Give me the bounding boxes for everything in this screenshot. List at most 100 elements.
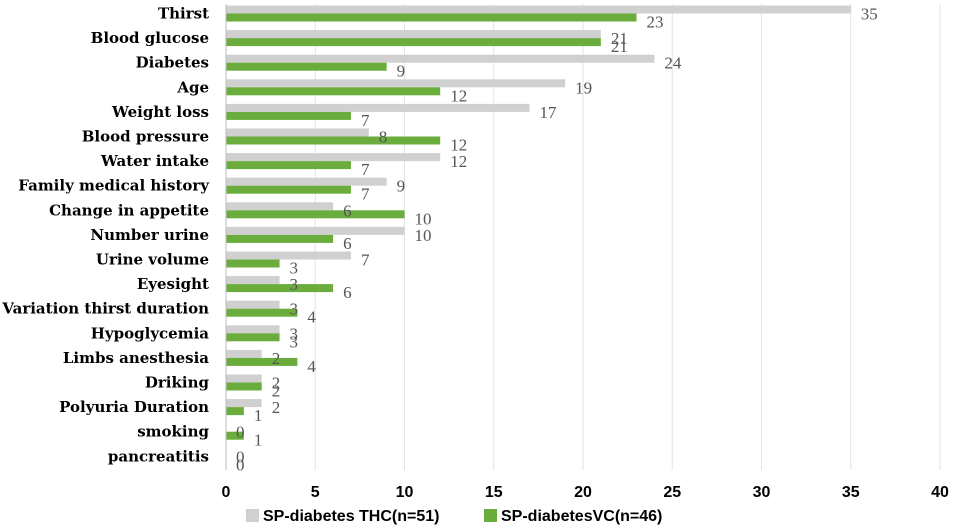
bar-thc	[226, 30, 601, 39]
data-label: 3	[290, 259, 299, 278]
x-tick-label: 10	[396, 484, 414, 501]
data-label: 7	[361, 111, 370, 130]
x-tick-label: 5	[311, 484, 320, 501]
bar-thc	[226, 128, 369, 137]
x-tick-label: 30	[753, 484, 771, 501]
bar-vc	[226, 284, 334, 293]
data-label: 3	[290, 300, 299, 319]
bar-vc	[226, 62, 387, 71]
bar-vc	[226, 87, 441, 96]
data-label: 7	[361, 160, 370, 179]
legend-label: SP-diabetesVC(n=46)	[501, 508, 662, 525]
bar-thc	[226, 349, 262, 358]
category-label: Polyuria Duration	[59, 398, 209, 416]
data-label: 6	[343, 283, 352, 302]
x-tick-label: 0	[222, 484, 231, 501]
data-label: 6	[343, 234, 352, 253]
category-label: Driking	[145, 374, 210, 392]
category-label: Change in appetite	[49, 201, 209, 219]
bar-vc	[226, 13, 637, 22]
bar-vc	[226, 259, 280, 268]
data-label: 0	[236, 455, 245, 474]
bar-thc	[226, 374, 262, 383]
legend-swatch	[484, 509, 497, 522]
category-label: Thirst	[158, 5, 209, 23]
category-label: Eyesight	[137, 275, 209, 293]
data-label: 3	[290, 332, 299, 351]
data-label: 2	[272, 349, 281, 368]
category-label: Variation thirst duration	[1, 300, 209, 318]
category-label: Urine volume	[96, 251, 209, 269]
bar-thc	[226, 5, 851, 14]
bar-thc	[226, 54, 655, 63]
bar-vc	[226, 111, 351, 120]
x-tick-label: 40	[931, 484, 949, 501]
data-label: 19	[575, 78, 592, 97]
data-label: 17	[539, 103, 557, 122]
bar-vc	[226, 38, 601, 47]
bar-thc	[226, 202, 334, 211]
data-label: 10	[415, 209, 432, 228]
bar-thc	[226, 177, 387, 186]
bar-group	[226, 5, 851, 440]
bar-thc	[226, 325, 280, 334]
data-label: 7	[361, 185, 370, 204]
bar-vc	[226, 431, 244, 440]
x-tick-labels: 0 5 10 15 20 25 30 35 40	[222, 484, 949, 501]
category-labels: Thirst Blood glucose Diabetes Age Weight los…	[1, 5, 210, 466]
bar-vc	[226, 234, 334, 243]
data-label: 3	[290, 275, 299, 294]
category-label: Family medical history	[18, 177, 210, 195]
data-label: 2	[272, 398, 281, 417]
data-label: 8	[379, 128, 388, 147]
data-label: 1	[254, 431, 263, 450]
bar-vc	[226, 308, 298, 317]
x-tick-label: 15	[485, 484, 503, 501]
data-label: 35	[861, 5, 878, 24]
grid-lines	[314, 4, 941, 470]
bar-vc	[226, 333, 280, 342]
bar-vc	[226, 357, 298, 366]
bar-thc	[226, 276, 280, 285]
data-label: 7	[361, 251, 370, 270]
data-label: 6	[343, 201, 352, 220]
data-label: 10	[415, 226, 432, 245]
bar-vc	[226, 407, 244, 416]
bar-vc	[226, 136, 441, 145]
data-label: 0	[236, 423, 245, 442]
data-label: 21	[611, 37, 628, 56]
category-label: Water intake	[100, 152, 209, 170]
data-label: 12	[450, 86, 467, 105]
category-label: pancreatitis	[108, 447, 209, 465]
data-label: 0	[236, 447, 245, 466]
data-label: 23	[647, 13, 664, 32]
data-label: 2	[272, 374, 281, 393]
bar-thc	[226, 103, 530, 112]
data-label: 12	[450, 152, 467, 171]
category-label: Limbs anesthesia	[63, 349, 209, 367]
legend-swatch	[246, 509, 259, 522]
data-label: 21	[611, 29, 628, 48]
bar-thc	[226, 251, 351, 260]
bar-thc	[226, 79, 566, 88]
data-label: 2	[272, 382, 281, 401]
bar-thc	[226, 300, 280, 309]
category-label: Age	[176, 78, 209, 96]
legend-label: SP-diabetes THC(n=51)	[263, 508, 439, 525]
category-label: smoking	[137, 423, 209, 441]
legend: SP-diabetes THC(n=51) SP-diabetesVC(n=46)	[246, 508, 662, 525]
bar-vc	[226, 161, 351, 170]
bar-vc	[226, 185, 351, 194]
data-label: 4	[307, 308, 316, 327]
data-label: 3	[290, 324, 299, 343]
bar-thc	[226, 226, 405, 235]
bar-vc	[226, 210, 405, 219]
bar-vc	[226, 382, 262, 391]
data-label: 9	[397, 177, 406, 196]
data-label: 9	[397, 62, 406, 81]
category-label: Blood glucose	[91, 29, 209, 47]
bar-thc	[226, 153, 441, 162]
data-label: 1	[254, 406, 263, 425]
data-label: 4	[307, 357, 316, 376]
